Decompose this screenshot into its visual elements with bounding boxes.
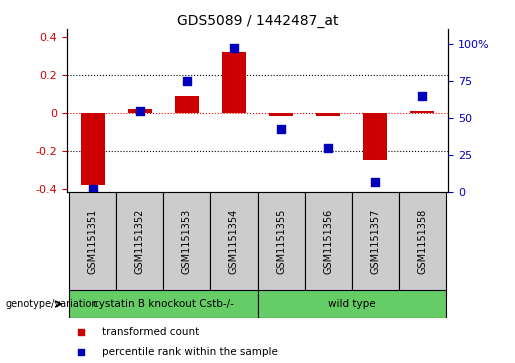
Point [136,108,144,114]
Point [230,45,238,51]
Text: GSM1151356: GSM1151356 [323,209,333,274]
Point [324,145,332,151]
Point [89,187,97,192]
Text: GSM1151355: GSM1151355 [276,209,286,274]
Bar [258,290,445,318]
Bar [70,290,258,318]
Point [298,91,306,97]
Text: percentile rank within the sample: percentile rank within the sample [102,347,278,357]
Bar [128,109,151,113]
Text: transformed count: transformed count [102,327,199,337]
Point [371,179,379,185]
Title: GDS5089 / 1442487_at: GDS5089 / 1442487_at [177,14,338,28]
Text: wild type: wild type [328,299,375,309]
Text: GSM1151351: GSM1151351 [88,209,98,274]
Bar [364,113,387,160]
Bar [269,113,293,117]
Bar [163,192,211,290]
Point [183,78,191,84]
Point [298,272,306,278]
Point [277,126,285,131]
Text: GSM1151357: GSM1151357 [370,209,380,274]
Bar [410,111,434,113]
Bar [222,52,246,113]
Bar [399,192,445,290]
Bar [258,192,304,290]
Bar [211,192,258,290]
Text: GSM1151358: GSM1151358 [417,209,427,274]
Bar [316,113,340,117]
Bar [175,95,199,113]
Bar [352,192,399,290]
Bar [304,192,352,290]
Text: GSM1151354: GSM1151354 [229,209,239,274]
Text: GSM1151353: GSM1151353 [182,209,192,274]
Text: GSM1151352: GSM1151352 [135,209,145,274]
Text: genotype/variation: genotype/variation [5,299,98,309]
Point [418,93,426,99]
Text: cystatin B knockout Cstb-/-: cystatin B knockout Cstb-/- [93,299,234,309]
Bar [116,192,163,290]
Bar [81,113,105,185]
Bar [70,192,116,290]
